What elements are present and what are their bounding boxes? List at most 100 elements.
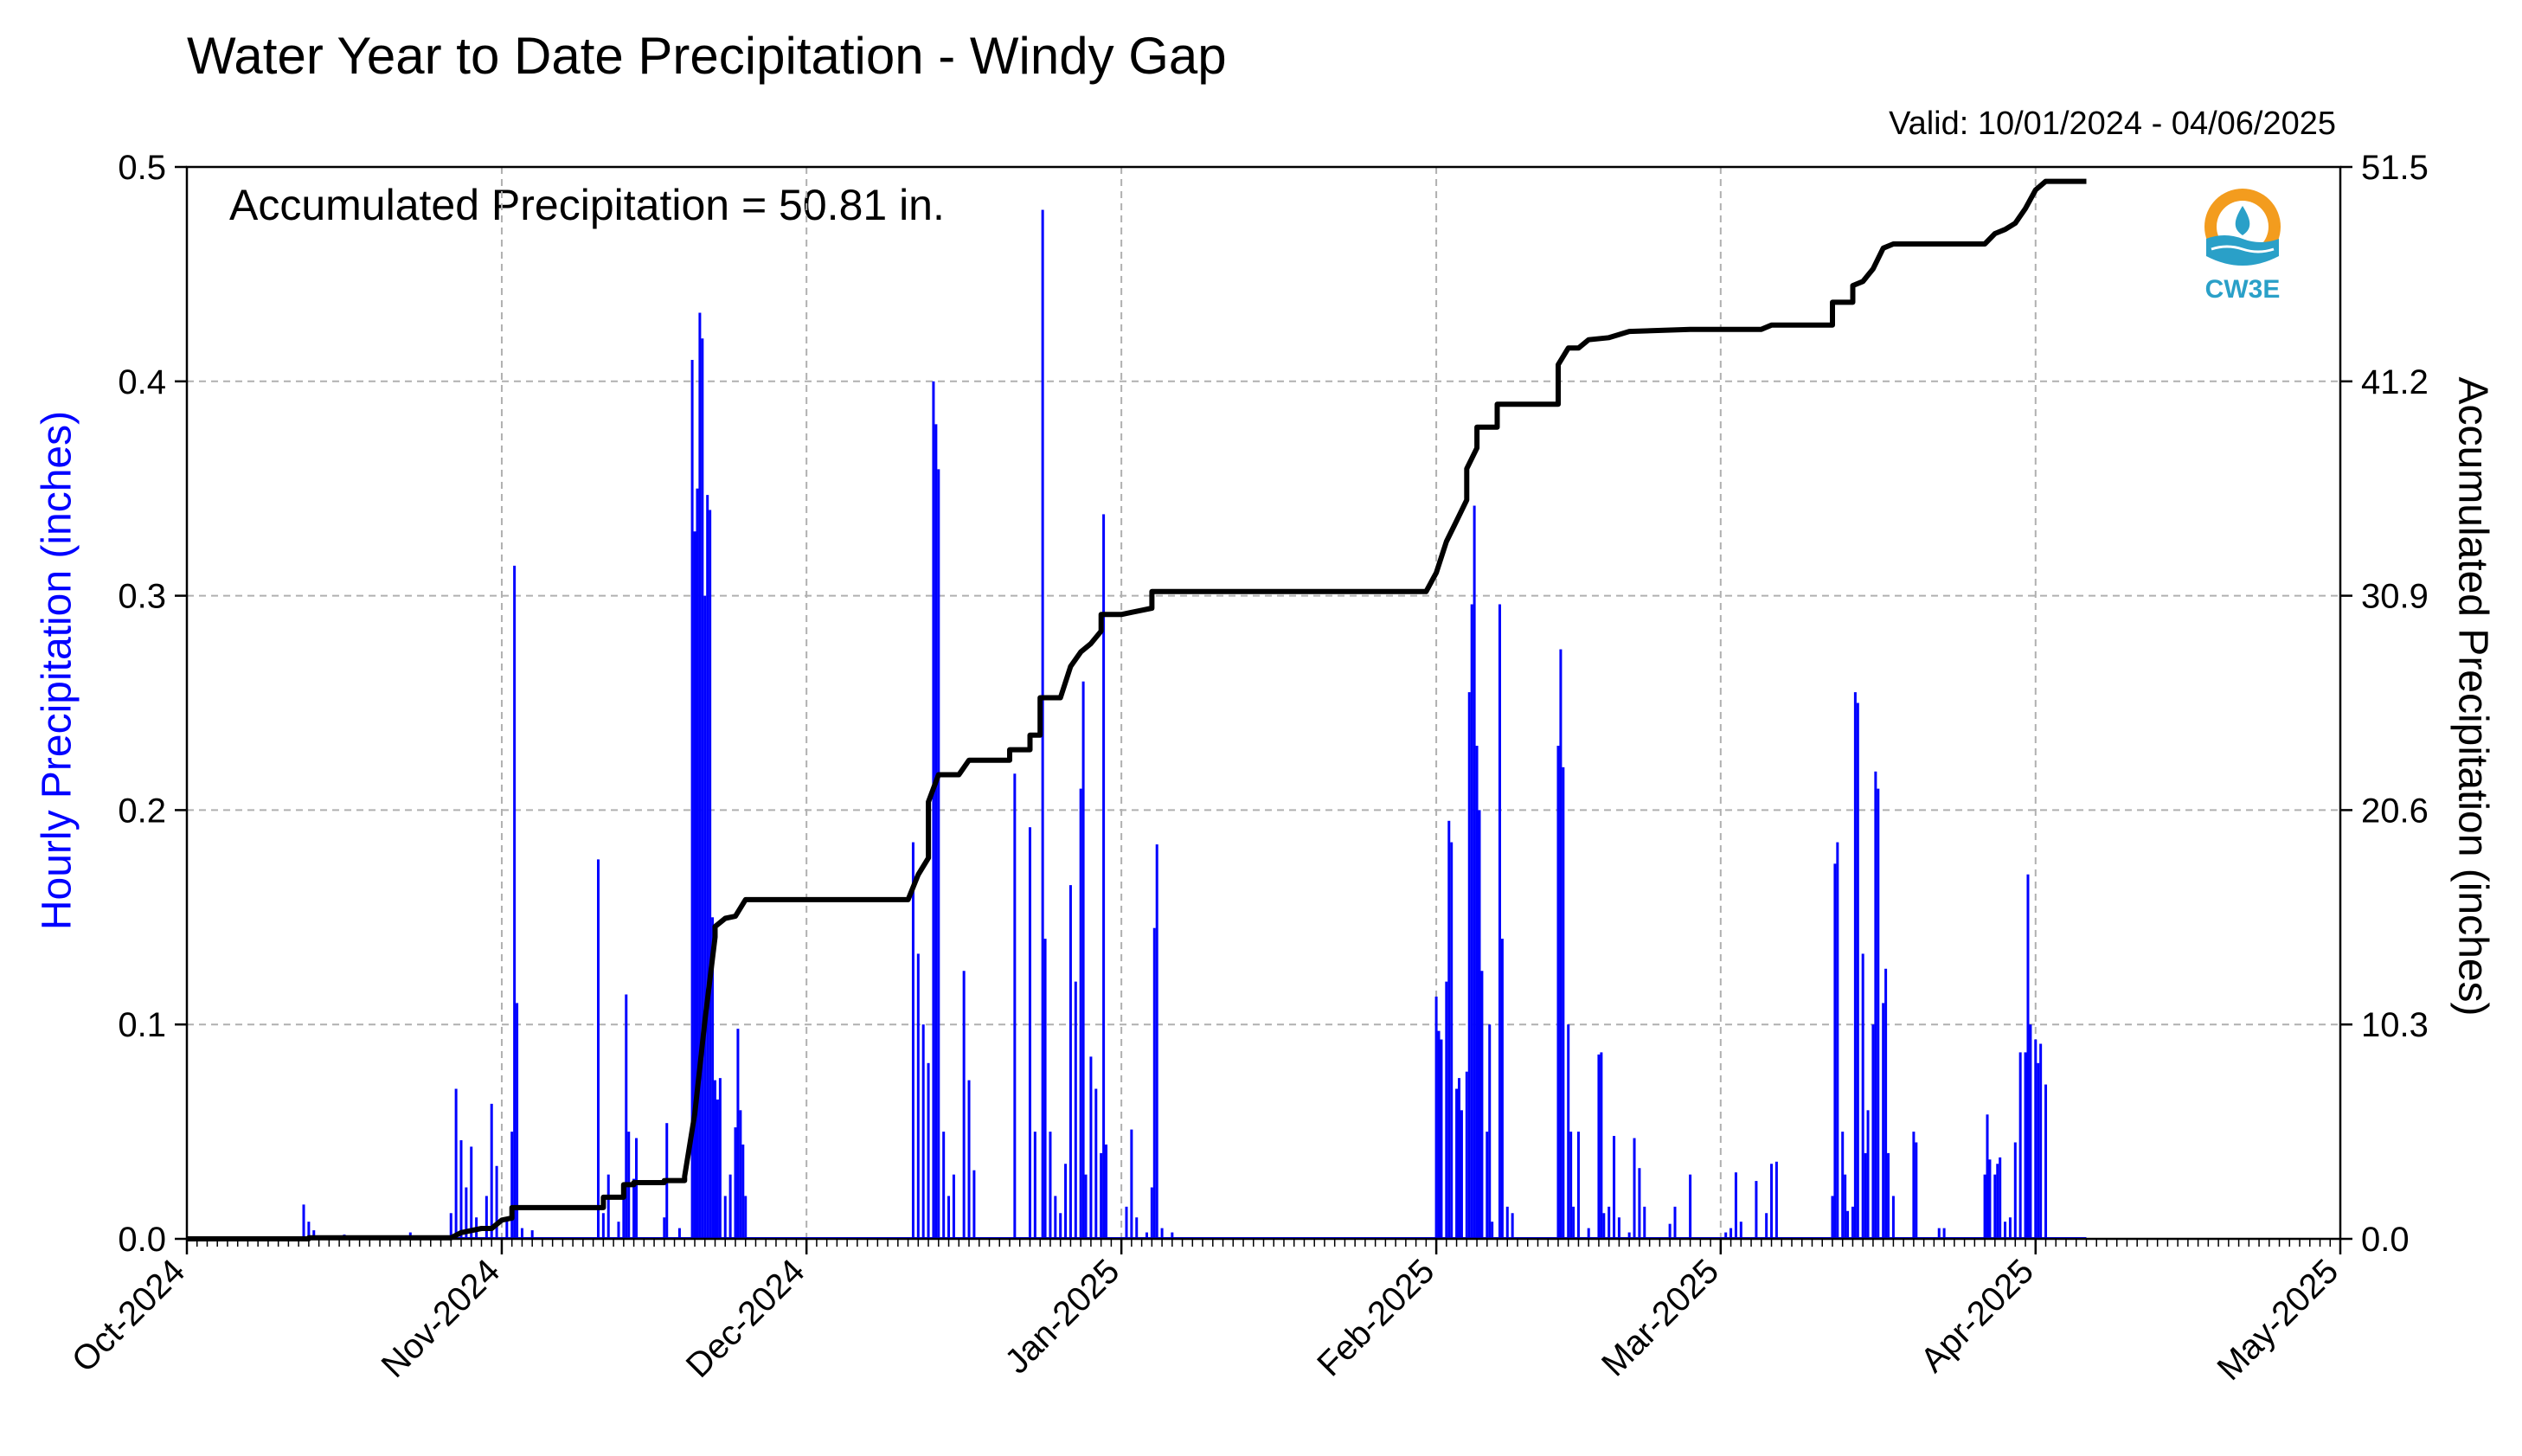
precip-bar bbox=[1467, 692, 1471, 1239]
precip-bar bbox=[1734, 1172, 1737, 1239]
precip-bar bbox=[1831, 1196, 1834, 1239]
precip-bar bbox=[1152, 927, 1156, 1239]
y-tick-label-right: 30.9 bbox=[2361, 578, 2429, 616]
x-tick-label: Nov-2024 bbox=[375, 1252, 508, 1385]
precip-bar bbox=[1851, 1206, 1854, 1239]
precip-bar bbox=[495, 1165, 498, 1239]
precip-bar bbox=[734, 1127, 737, 1239]
precip-bar bbox=[1054, 1196, 1057, 1239]
precip-bar bbox=[1755, 1181, 1758, 1239]
precip-bar bbox=[1884, 968, 1888, 1239]
precip-bar bbox=[1569, 1132, 1573, 1239]
precip-bar bbox=[962, 971, 966, 1239]
y-tick-label-left: 0.5 bbox=[118, 149, 166, 187]
precip-bar bbox=[1171, 1232, 1174, 1239]
precip-bar bbox=[1999, 1157, 2002, 1239]
precip-bar bbox=[1689, 1174, 1692, 1239]
precip-bar bbox=[2018, 1052, 2022, 1239]
precip-bar bbox=[1033, 1132, 1036, 1239]
precip-bar bbox=[1833, 863, 1837, 1239]
precip-bar bbox=[723, 1196, 727, 1239]
x-tick-label: Mar-2025 bbox=[1595, 1252, 1726, 1383]
precip-bar bbox=[1150, 1187, 1153, 1239]
y-tick-label-left: 0.4 bbox=[118, 363, 166, 401]
precip-bar bbox=[1668, 1223, 1672, 1239]
y-tick-label-right: 10.3 bbox=[2361, 1006, 2429, 1044]
precip-bar bbox=[677, 1228, 681, 1239]
precip-bar bbox=[1068, 885, 1072, 1239]
precip-bar bbox=[1836, 842, 1839, 1239]
precip-bar bbox=[2026, 874, 2030, 1239]
precip-bar bbox=[1864, 1152, 1867, 1239]
precip-bar bbox=[1079, 788, 1082, 1239]
precip-bar bbox=[1102, 514, 1106, 1239]
precip-bar bbox=[739, 1110, 742, 1239]
hourly-bars bbox=[187, 209, 2087, 1239]
precip-bar bbox=[1105, 1144, 1108, 1239]
precip-bar bbox=[1887, 1152, 1890, 1239]
precip-bar bbox=[1559, 649, 1563, 1239]
precip-bar bbox=[1475, 746, 1479, 1239]
precip-bar bbox=[693, 531, 696, 1239]
precip-bar bbox=[513, 565, 517, 1239]
precip-bar bbox=[1498, 604, 1501, 1239]
precip-bar bbox=[736, 1029, 740, 1239]
x-tick-label: Dec-2024 bbox=[679, 1252, 812, 1385]
precip-bar bbox=[1478, 810, 1481, 1239]
precip-bar bbox=[1450, 842, 1454, 1239]
precip-bar bbox=[1059, 1213, 1062, 1239]
precip-bar bbox=[1486, 1132, 1489, 1239]
precip-bar bbox=[1125, 1206, 1128, 1239]
precip-bar bbox=[490, 1103, 493, 1239]
x-tick-label: May-2025 bbox=[2210, 1252, 2346, 1388]
precip-bar bbox=[663, 1217, 666, 1239]
precip-bar bbox=[967, 1080, 971, 1239]
precip-bar bbox=[1613, 1136, 1616, 1239]
precip-bar bbox=[972, 1170, 976, 1239]
precip-bar bbox=[714, 1080, 717, 1239]
precip-bar bbox=[449, 1213, 452, 1239]
precip-bar bbox=[2037, 1062, 2040, 1239]
precip-bar bbox=[459, 1140, 463, 1239]
y-tick-label-left: 0.3 bbox=[118, 578, 166, 616]
precip-bar bbox=[520, 1228, 523, 1239]
precip-bar bbox=[1473, 505, 1476, 1239]
plot-frame bbox=[185, 165, 2342, 1241]
y-tick-label-left: 0.0 bbox=[118, 1221, 166, 1259]
precip-bar bbox=[1455, 1088, 1459, 1239]
precip-bar bbox=[1470, 604, 1473, 1239]
precip-bar bbox=[1572, 1206, 1575, 1239]
precip-bar bbox=[1608, 1206, 1611, 1239]
precip-bar bbox=[1866, 1110, 1870, 1239]
chart-title: Water Year to Date Precipitation - Windy… bbox=[187, 27, 1227, 85]
precip-bar bbox=[1445, 981, 1448, 1239]
precip-bar bbox=[1074, 981, 1077, 1239]
axes: 0.0 0.1 0.2 0.3 0.4 0.5 0.0 10.3 20.6 30.9 41.2 51.… bbox=[65, 149, 2429, 1388]
logo-text: CW3E bbox=[2204, 275, 2281, 304]
precip-bar bbox=[601, 1213, 605, 1239]
precip-bar bbox=[690, 360, 694, 1239]
precip-bar bbox=[1013, 773, 1017, 1239]
precip-bar bbox=[1774, 1161, 1778, 1239]
precip-bar bbox=[635, 1138, 639, 1239]
precip-bar bbox=[1993, 1174, 1997, 1239]
precip-bar bbox=[510, 1132, 514, 1239]
precip-bar bbox=[2008, 1217, 2012, 1239]
precip-bar bbox=[1915, 1142, 1918, 1239]
x-tick-label: Jan-2025 bbox=[998, 1252, 1126, 1381]
precip-bar bbox=[1729, 1228, 1733, 1239]
x-tick-label: Apr-2025 bbox=[1914, 1252, 2041, 1379]
precip-bar bbox=[1627, 1232, 1631, 1239]
precip-bar bbox=[625, 994, 628, 1239]
y-tick-label-left: 0.1 bbox=[118, 1006, 166, 1044]
precip-bar bbox=[1724, 1232, 1728, 1239]
precip-bar bbox=[937, 469, 940, 1239]
precip-bar bbox=[1480, 971, 1484, 1239]
precip-bar bbox=[2039, 1043, 2043, 1239]
precip-bar bbox=[1437, 1030, 1441, 1239]
precip-bar bbox=[696, 488, 699, 1239]
precip-bar bbox=[1488, 1024, 1492, 1239]
precip-bar bbox=[1081, 681, 1085, 1239]
precip-bar bbox=[1841, 1132, 1845, 1239]
precip-bar bbox=[465, 1187, 468, 1239]
